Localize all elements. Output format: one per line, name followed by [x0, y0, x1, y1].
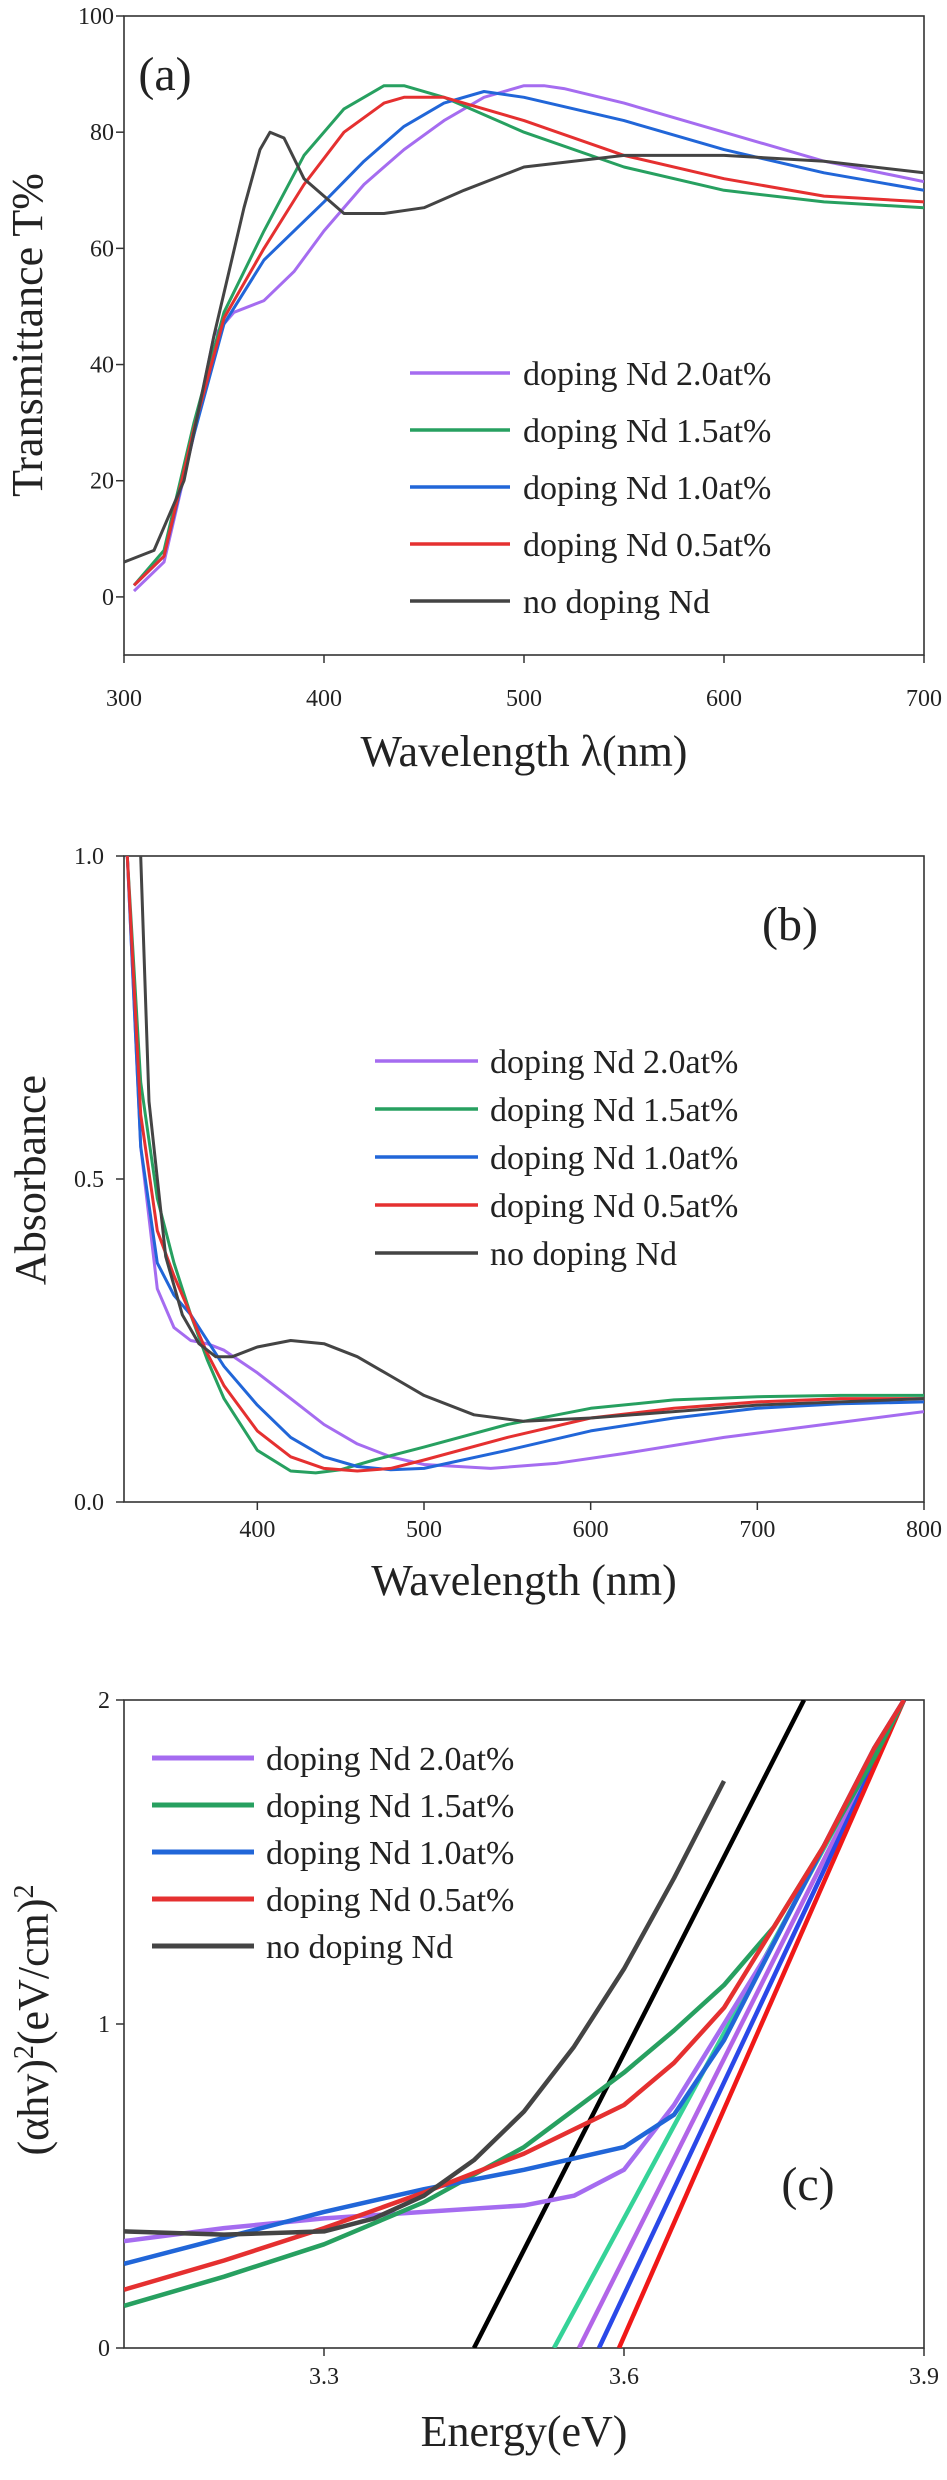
series-line	[132, 95, 924, 587]
legend-label: doping Nd 1.0at%	[490, 1140, 738, 1177]
y-tick-label: 0.0	[74, 1490, 104, 1516]
y-tick-label: 0.5	[74, 1167, 104, 1193]
series-line	[124, 130, 924, 564]
legend-label: no doping Nd	[266, 1929, 453, 1966]
y-tick-label: 1	[98, 2012, 110, 2038]
series-line	[124, 1779, 727, 2237]
legend: doping Nd 2.0at% doping Nd 1.5at% doping N…	[375, 1044, 738, 1273]
y-tick-label: 100	[78, 4, 114, 30]
fit-line	[596, 1700, 907, 2348]
x-tick-label: 700	[739, 1517, 775, 1543]
x-tick-label: 600	[573, 1517, 609, 1543]
series-line	[139, 856, 924, 1423]
x-tick-label: 300	[106, 686, 142, 712]
fit-line	[576, 1700, 907, 2348]
x-axis-label: Wavelength λ(nm)	[361, 727, 688, 776]
y-tick-label: 40	[90, 353, 114, 379]
legend-label: doping Nd 1.5at%	[523, 413, 771, 450]
y-tick-label: 2	[98, 1688, 110, 1714]
x-tick-label: 3.6	[609, 2364, 639, 2390]
x-axis-label: Energy(eV)	[421, 2407, 628, 2456]
x-axis-label: Wavelength (nm)	[371, 1556, 677, 1605]
legend-label: no doping Nd	[523, 584, 710, 621]
x-tick-label: 3.9	[909, 2364, 939, 2390]
legend-label: doping Nd 1.0at%	[523, 470, 771, 507]
legend-label: doping Nd 2.0at%	[523, 356, 771, 393]
legend: doping Nd 2.0at% doping Nd 1.5at% doping N…	[410, 356, 771, 621]
legend: doping Nd 2.0at% doping Nd 1.5at% doping N…	[152, 1741, 514, 1966]
legend-label: doping Nd 2.0at%	[490, 1044, 738, 1081]
x-tick-label: 700	[906, 686, 942, 712]
legend-label: doping Nd 1.5at%	[266, 1788, 514, 1825]
x-tick-label: 500	[406, 1517, 442, 1543]
legend-label: doping Nd 2.0at%	[266, 1741, 514, 1778]
panel-label: (a)	[138, 48, 191, 101]
series-line	[125, 856, 924, 1470]
series-line	[132, 90, 924, 587]
x-tick-label: 500	[506, 686, 542, 712]
y-tick-label: 0	[98, 2336, 110, 2362]
legend-label: doping Nd 1.0at%	[266, 1835, 514, 1872]
series-line	[125, 856, 924, 1473]
legend-label: doping Nd 0.5at%	[490, 1188, 738, 1225]
y-axis-label: Absorbance	[6, 1075, 55, 1285]
legend-label: doping Nd 1.5at%	[490, 1092, 738, 1129]
x-tick-label: 600	[706, 686, 742, 712]
y-axis-label: Transmittance T%	[3, 173, 52, 497]
x-tick-label: 800	[906, 1517, 942, 1543]
y-tick-label: 80	[90, 120, 114, 146]
y-tick-label: 1.0	[74, 844, 104, 870]
series-line	[125, 856, 924, 1472]
x-tick-label: 400	[239, 1517, 275, 1543]
x-tick-label: 3.3	[309, 2364, 339, 2390]
fit-line	[616, 1700, 907, 2348]
panel-label: (c)	[781, 2158, 834, 2211]
legend-label: doping Nd 0.5at%	[266, 1882, 514, 1919]
legend-label: doping Nd 0.5at%	[523, 527, 771, 564]
y-tick-label: 20	[90, 469, 114, 495]
chart-panel-b: 400 500 600 700 800 0.0 0.5 1.0 doping Nd 2.0at%…	[6, 844, 942, 1605]
chart-panel-c: 3.3 3.6 3.9 0 1 2 doping Nd 2.0at% doping Nd 1.…	[9, 1688, 940, 2456]
legend-label: no doping Nd	[490, 1236, 677, 1273]
series-line	[125, 856, 924, 1475]
y-axis-label: (αhv)2(eV/cm)2	[9, 1885, 59, 2156]
chart-panel-a: 300 400 500 600 700 0 20 40 60 80 100 doping Nd 2.0…	[3, 4, 942, 776]
y-tick-label: 0	[102, 585, 114, 611]
panel-label: (b)	[762, 898, 818, 951]
x-tick-label: 400	[306, 686, 342, 712]
y-tick-label: 60	[90, 236, 114, 262]
fit-line	[471, 1700, 807, 2348]
